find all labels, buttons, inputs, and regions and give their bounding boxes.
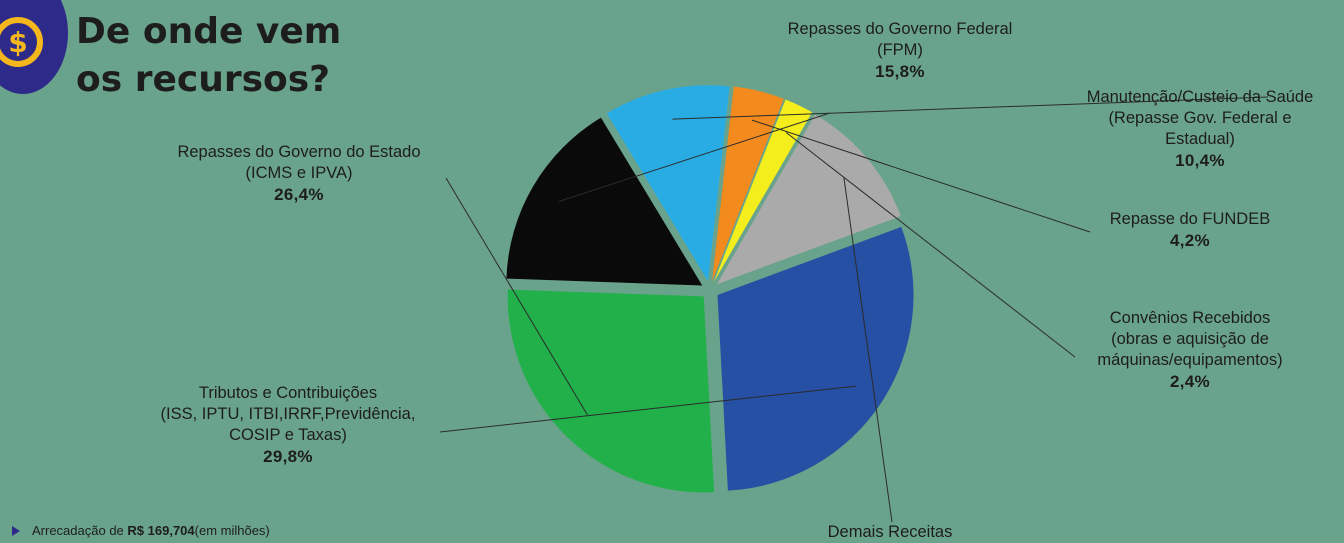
footer-note: Arrecadação de R$ 169,704(em milhões) <box>12 523 270 539</box>
label-estado: Repasses do Governo do Estado (ICMS e IP… <box>134 142 464 205</box>
label-saude-line-3: Estadual) <box>1165 130 1235 148</box>
label-fundeb-line-1: Repasse do FUNDEB <box>1109 210 1271 228</box>
label-saude-line-2: (Repasse Gov. Federal e <box>1108 109 1292 127</box>
label-tributos: Tributos e Contribuições (ISS, IPTU, ITB… <box>128 383 448 467</box>
coin-icon: $ <box>0 17 43 67</box>
label-tributos-value: 29,8% <box>263 447 313 466</box>
svg-text:$: $ <box>8 26 27 59</box>
footer-amount: R$ 169,704 <box>127 523 195 538</box>
arrow-right-icon <box>12 526 20 536</box>
leader-line-fpm <box>558 112 831 202</box>
title-line-2: os recursos? <box>76 59 331 100</box>
label-saude-line-1: Manutenção/Custeio da Saúde <box>1086 88 1314 106</box>
label-tributos-line-1: Tributos e Contribuições <box>198 384 378 402</box>
label-fundeb-value: 4,2% <box>1170 231 1210 250</box>
label-fpm: Repasses do Governo Federal (FPM) 15,8% <box>740 19 1060 82</box>
leader-line-tributos <box>439 385 857 433</box>
leader-line-saude <box>672 96 1269 120</box>
pie-slice-tributos <box>717 226 914 491</box>
pie-slice-convenios <box>713 99 813 282</box>
coin-logo: $ <box>0 0 68 94</box>
label-convenios-line-2: (obras e aquisição de <box>1111 330 1269 348</box>
label-tributos-line-2: (ISS, IPTU, ITBI,IRRF,Previdência, <box>160 405 416 423</box>
footer-suffix: (em milhões) <box>194 523 270 538</box>
label-estado-line-2: (ICMS e IPVA) <box>245 164 353 182</box>
leader-line-convenios <box>785 131 1076 358</box>
pie-slice-demais <box>716 114 901 285</box>
leader-line-estado <box>445 177 588 416</box>
label-convenios-line-3: máquinas/equipamentos) <box>1097 351 1283 369</box>
pie-slice-fundeb <box>712 86 784 282</box>
label-fpm-line-2: (FPM) <box>877 41 923 59</box>
label-saude-value: 10,4% <box>1175 151 1225 170</box>
label-tributos-line-3: COSIP e Taxas) <box>229 426 347 444</box>
label-fundeb: Repasse do FUNDEB 4,2% <box>1070 209 1310 251</box>
leader-line-demais <box>843 177 893 523</box>
pie-slice-estado <box>507 289 715 493</box>
label-convenios-value: 2,4% <box>1170 372 1210 391</box>
label-fpm-value: 15,8% <box>875 62 925 81</box>
label-estado-value: 26,4% <box>274 185 324 204</box>
label-convenios-line-1: Convênios Recebidos <box>1109 309 1271 327</box>
title-line-1: De onde vem <box>76 11 342 52</box>
pie-slice-fpm <box>506 117 703 286</box>
label-fpm-line-1: Repasses do Governo Federal <box>787 20 1013 38</box>
label-convenios: Convênios Recebidos (obras e aquisição d… <box>1050 308 1330 392</box>
page-title: De onde vem os recursos? <box>76 8 341 104</box>
pie-slice-saude <box>606 85 730 282</box>
label-estado-line-1: Repasses do Governo do Estado <box>177 143 421 161</box>
footer-prefix: Arrecadação de <box>32 523 128 538</box>
label-saude: Manutenção/Custeio da Saúde (Repasse Gov… <box>1060 87 1340 171</box>
label-demais-line-1: Demais Receitas <box>827 523 953 541</box>
leader-line-fundeb <box>751 119 1091 233</box>
label-demais: Demais Receitas <box>790 522 990 543</box>
